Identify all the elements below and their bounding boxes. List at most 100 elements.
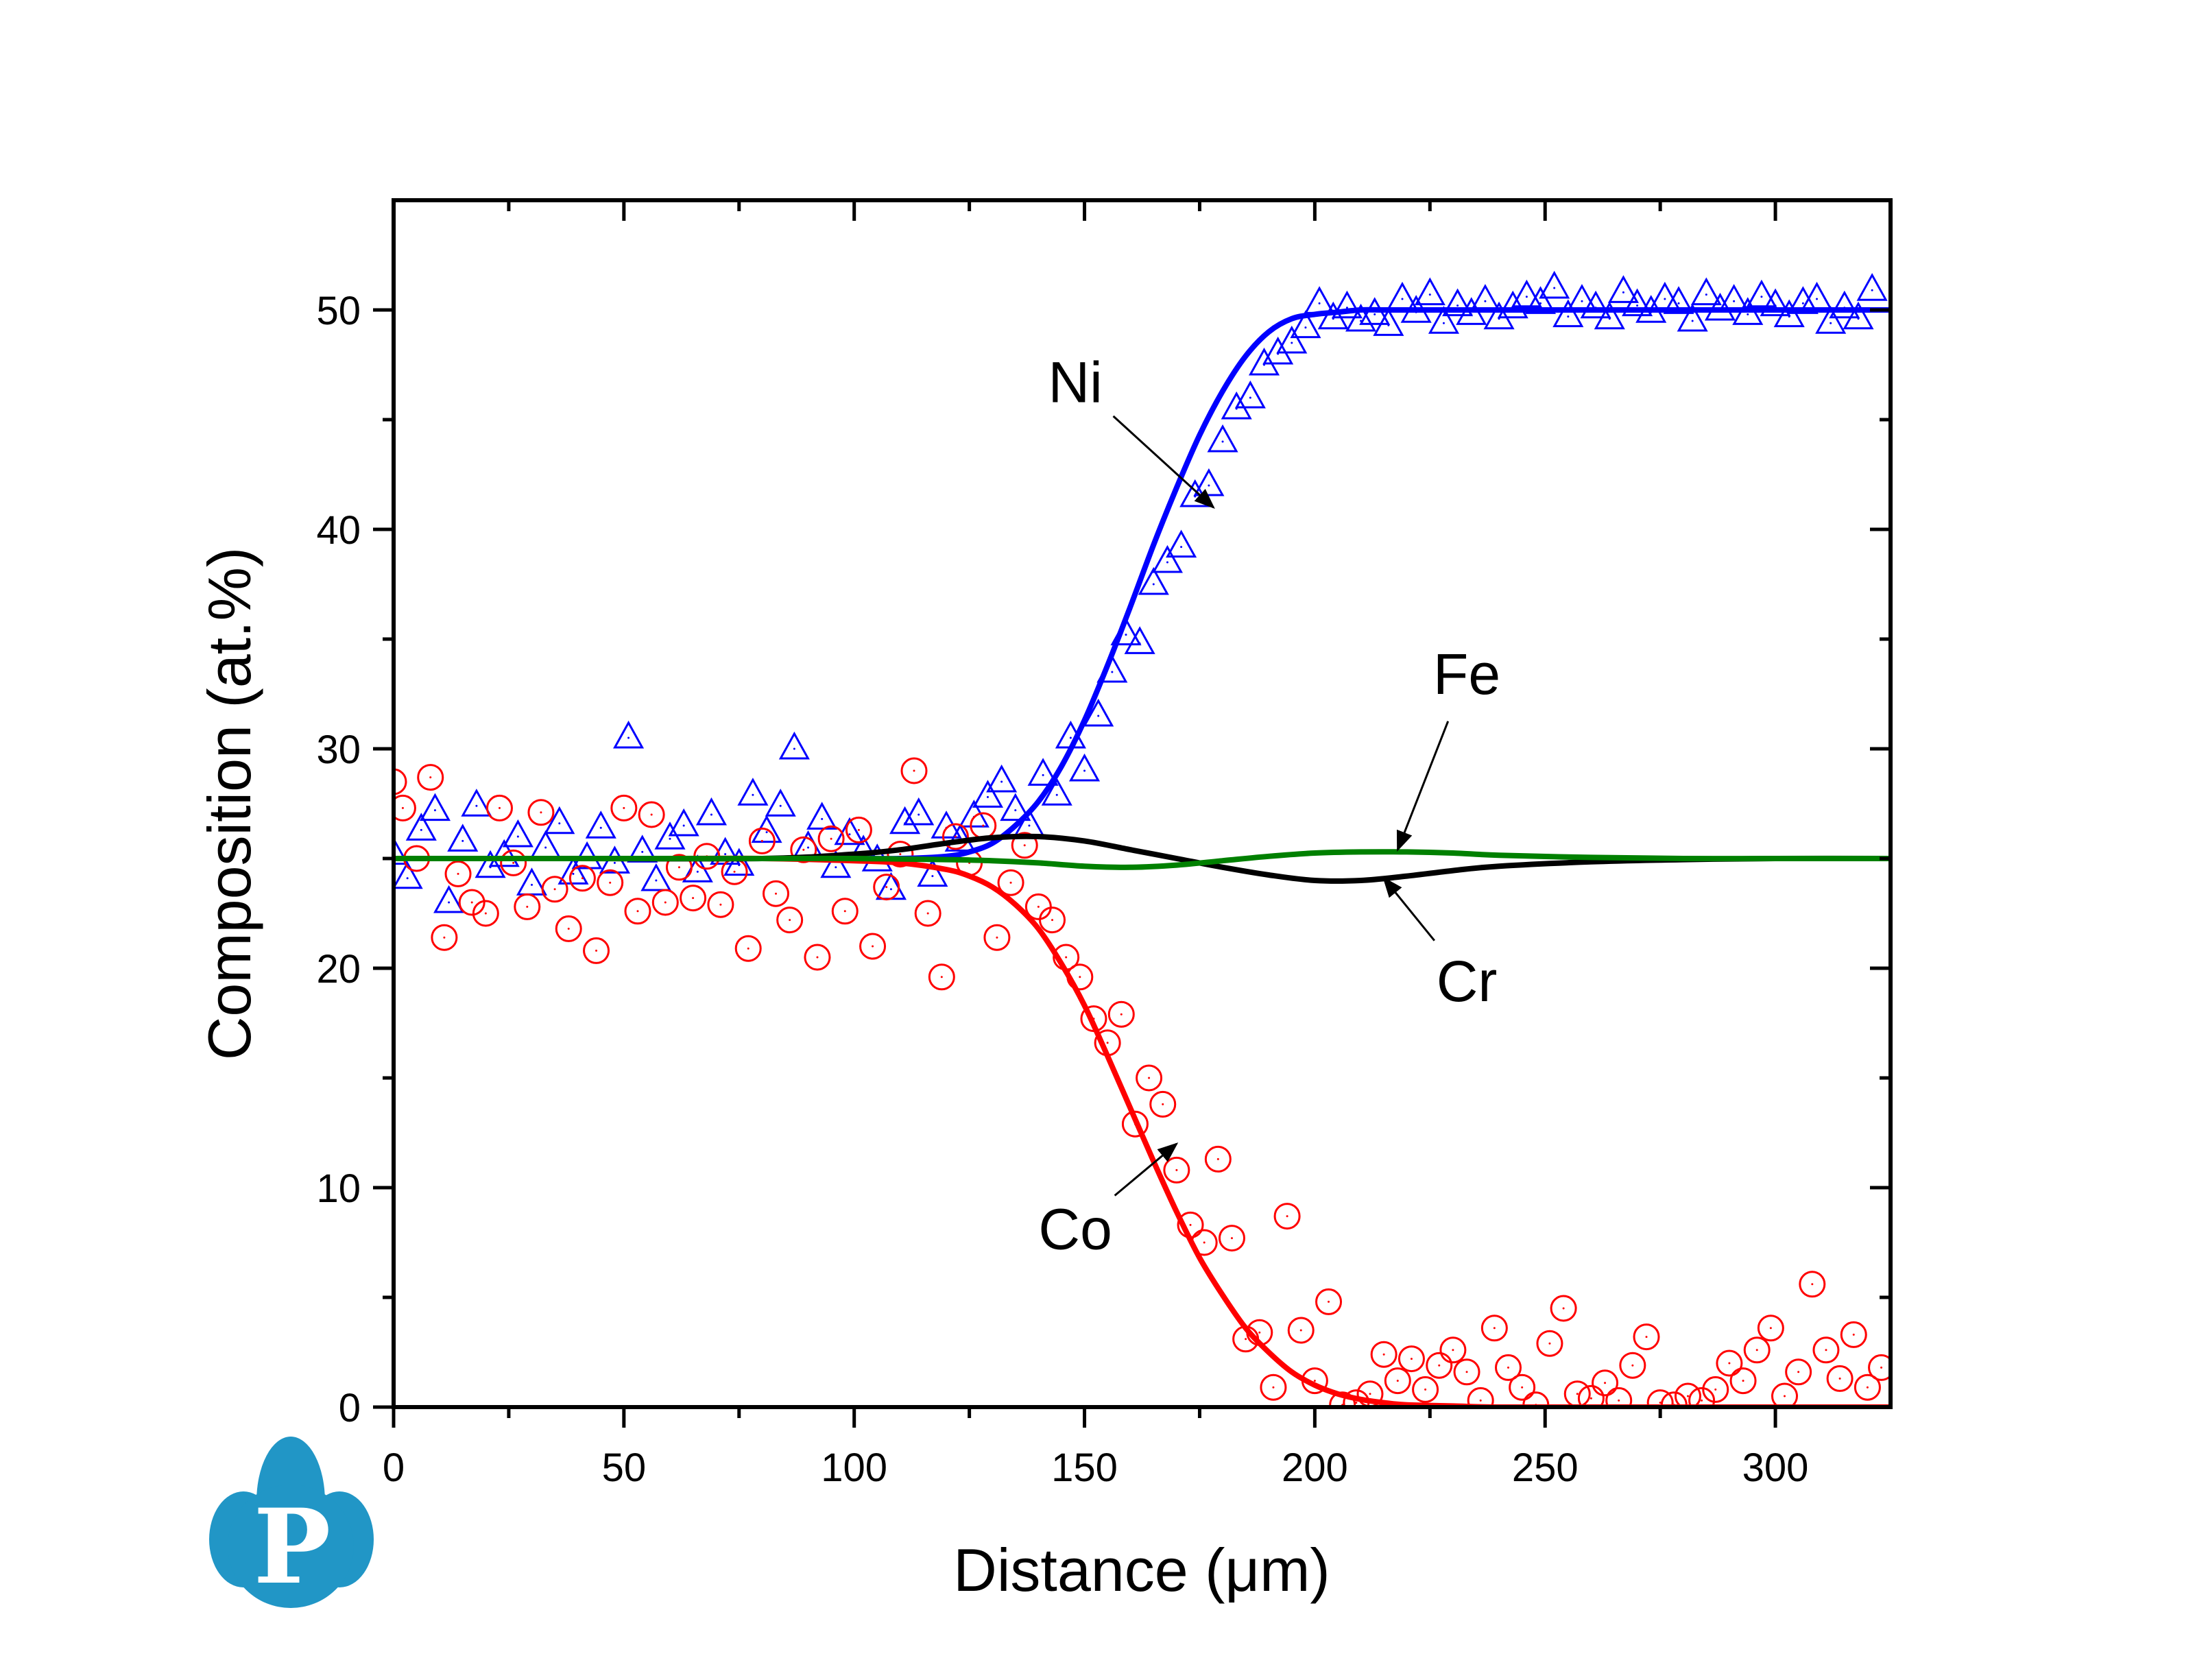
co-data-point [1439,1336,1467,1364]
plot-frame [392,198,1893,1409]
co-data-point [1592,1369,1619,1397]
co-point-center [1701,1399,1703,1402]
x-tick-label: 100 [821,1445,887,1490]
co-data-point [1757,1315,1784,1342]
ni-point-center [1249,396,1251,399]
co-data-point [887,841,914,868]
y-axis-title: Composition (at.%) [195,547,263,1060]
co-point-center [1009,881,1012,884]
co-data-point [651,889,679,916]
co-data-point [1674,1382,1701,1407]
ni-point-center [1069,736,1072,739]
ni-data-point [1317,301,1349,330]
co-data-point [1121,1110,1149,1138]
co-point-center [1424,1388,1427,1391]
ni-point-center [1664,298,1666,300]
co-data-point [1149,1090,1177,1118]
ni-data-point [557,856,589,885]
co-data-point [610,794,638,821]
ni-point-center [1083,769,1086,772]
co-data-point [1315,1288,1343,1315]
x-tick-label: 50 [602,1445,647,1490]
co-data-point [859,933,887,960]
ni-data-point [1856,273,1888,301]
co-data-point [485,794,513,821]
co-data-point [914,900,941,927]
ni-point-center [448,901,451,904]
ni-data-point [1843,301,1874,330]
co-point-center [1203,1241,1206,1244]
co-point-center [1272,1386,1275,1389]
ni-point-center [1484,300,1487,302]
ni-point-center [1567,315,1570,318]
co-point-center [1313,1380,1316,1382]
co-point-center [1328,1300,1330,1303]
co-point-center [1880,1366,1883,1369]
ni-point-center [406,877,409,880]
ni-data-point [394,861,423,889]
co-data-point [1370,1341,1398,1368]
y-tick-label: 40 [316,508,361,553]
ni-data-point [1428,306,1460,334]
ni-data-point [1760,288,1791,317]
ni-point-center [1525,296,1528,298]
co-data-point [1509,1373,1536,1401]
ni-data-point [889,806,921,835]
ni-point-center [986,795,989,798]
ni-point-center [420,828,422,831]
co-point-center [1452,1349,1454,1352]
co-point-center [429,776,432,779]
co-data-point [472,900,499,927]
x-tick-label: 150 [1051,1445,1118,1490]
co-data-point [1605,1387,1633,1407]
ni-point-center [1636,304,1639,307]
co-point-center [1162,1103,1164,1105]
co-point-center [609,881,612,884]
ni-data-point [640,863,672,891]
ni-point-center [1055,793,1058,796]
ni-point-center [1111,671,1114,673]
co-point-center [692,897,695,900]
co-data-point [638,801,665,828]
co-data-point [1688,1387,1716,1407]
co-point-center [982,824,985,827]
ni-point-center [558,822,561,825]
ni-point-center [641,850,644,853]
co-point-center [1258,1331,1261,1334]
ni-point-center [835,866,837,869]
x-tick-label: 300 [1742,1445,1809,1490]
ni-data-point [1746,279,1777,308]
co-measured-series [394,757,1891,1407]
co-data-point [707,891,734,918]
ni-data-point [419,793,451,821]
ni-data-point [1829,290,1860,319]
co-data-point [983,924,1011,951]
ni-data-point [530,830,562,859]
co-point-center [1299,1329,1302,1332]
co-point-center [443,936,446,939]
ni-data-point [1193,468,1225,496]
ni-data-point [723,848,755,876]
co-data-point [873,874,900,901]
co-point-center [595,949,598,952]
co-point-center [636,910,639,913]
ni-point-center [1097,715,1100,717]
ni-point-center [1622,291,1624,293]
ni-point-center [1014,809,1017,812]
ni-data-point [1027,758,1059,786]
co-data-point [1480,1315,1508,1342]
co-point-center [1396,1380,1399,1382]
co-point-center [1631,1364,1634,1367]
ni-data-point [1539,270,1570,299]
co-data-point [1412,1376,1439,1403]
ni-point-center [1677,302,1680,304]
co-point-center [581,877,584,880]
ni-data-point [917,859,948,887]
co-point-center [747,947,749,950]
ni-point-center [461,839,464,842]
co-point-center [1755,1349,1758,1352]
co-data-point [900,757,928,784]
ni-point-center [1180,546,1183,549]
co-data-point [1868,1354,1891,1381]
axis-ticks: 0 50 100 150 200 250 300 0 10 20 30 40 50 [316,200,1891,1490]
